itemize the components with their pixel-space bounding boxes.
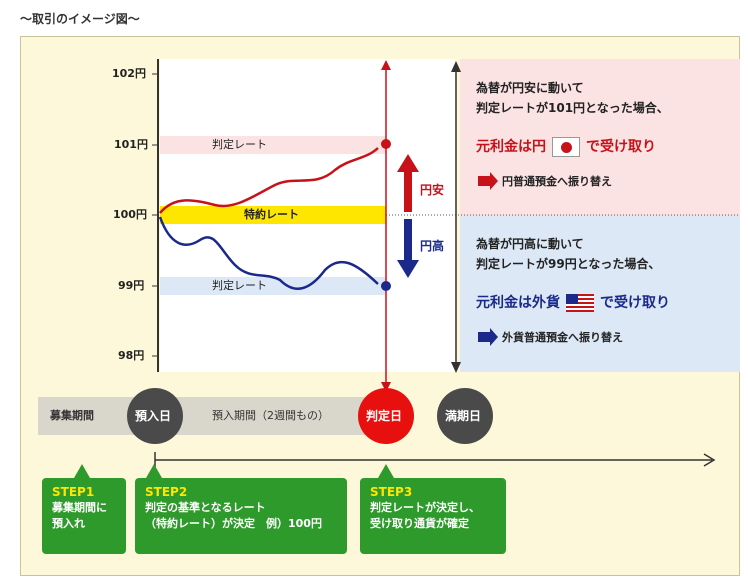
step1-box: STEP1 募集期間に 預入れ <box>42 478 126 554</box>
weak-yen-case-box <box>460 59 740 215</box>
strong-yen-headline-post: で受け取り <box>600 295 670 311</box>
weak-yen-headline-pre: 元利金は円 <box>476 139 546 155</box>
step1-line2: 預入れ <box>52 517 85 530</box>
strong-yen-note: 外貨普通預金へ振り替え <box>502 331 623 344</box>
us-flag-icon <box>566 294 594 312</box>
step2-line2: （特約レート）が決定 例）100円 <box>145 517 322 530</box>
deposit-period-bar <box>175 397 380 435</box>
lower-judge-band <box>160 277 386 295</box>
deposit-day-circle <box>127 388 183 444</box>
weak-yen-label: 円安 <box>420 183 445 197</box>
weak-yen-headline-post: で受け取り <box>586 139 656 155</box>
weak-yen-arrow <box>397 154 419 212</box>
step3-line2: 受け取り通貨が確定 <box>370 517 469 530</box>
note-arrow-blue-icon <box>478 328 498 346</box>
step3-label: STEP3 <box>370 485 413 499</box>
upper-judge-label: 判定レート <box>212 138 267 151</box>
judge-line-arrow-down <box>381 382 391 392</box>
y-tick-label: 100円 <box>113 208 147 221</box>
step2-label: STEP2 <box>145 485 188 499</box>
y-tick-label: 102円 <box>112 67 146 80</box>
strong-yen-headline-pre: 元利金は外貨 <box>476 295 560 311</box>
strong-yen-arrow <box>397 219 419 278</box>
weak-yen-headline: 元利金は円 で受け取り <box>476 136 656 158</box>
contract-rate-label: 特約レート <box>244 208 299 221</box>
step3-pointer <box>378 464 394 478</box>
strong-yen-line2: 判定レートが99円となった場合、 <box>476 257 661 271</box>
timeline-arrowhead <box>703 453 716 467</box>
judge-day-circle <box>358 388 414 444</box>
step2-box: STEP2 判定の基準となるレート （特約レート）が決定 例）100円 <box>135 478 347 554</box>
strong-yen-point <box>381 281 391 291</box>
japan-flag-icon <box>552 137 580 157</box>
contract-rate-band <box>160 206 386 224</box>
note-arrow-red-icon <box>478 172 498 190</box>
strong-yen-case-box <box>460 215 740 372</box>
weak-yen-point <box>381 139 391 149</box>
strong-yen-label: 円高 <box>420 239 445 253</box>
y-tick-label: 99円 <box>118 279 145 292</box>
maturity-day-circle <box>437 388 493 444</box>
judge-day-label: 判定日 <box>366 409 403 423</box>
range-arrow-up <box>451 61 461 72</box>
weak-yen-line1: 為替が円安に動いて <box>476 81 584 95</box>
weak-yen-line2: 判定レートが101円となった場合、 <box>476 101 669 115</box>
lower-judge-label: 判定レート <box>212 279 267 292</box>
step1-label: STEP1 <box>52 485 95 499</box>
strong-yen-rate-curve <box>158 216 379 290</box>
page-title: ～取引のイメージ図～ <box>20 12 140 26</box>
weak-yen-rate-curve <box>159 147 379 214</box>
deposit-day-label: 預入日 <box>135 409 172 423</box>
strong-yen-line1: 為替が円高に動いて <box>476 237 584 251</box>
maturity-day-label: 満期日 <box>445 409 482 423</box>
y-tick-label: 98円 <box>118 349 145 362</box>
upper-judge-band <box>160 136 386 154</box>
step2-line1: 判定の基準となるレート <box>145 501 266 514</box>
y-tick-label: 101円 <box>114 138 148 151</box>
step3-line1: 判定レートが決定し、 <box>370 501 480 514</box>
step1-line1: 募集期間に <box>52 501 107 514</box>
range-arrow-down <box>451 362 461 373</box>
judge-line-arrow-up <box>381 60 391 70</box>
step2-pointer <box>146 464 162 478</box>
weak-yen-note: 円普通預金へ振り替え <box>502 175 612 188</box>
recruit-period-bar <box>38 397 138 435</box>
step1-pointer <box>74 464 90 478</box>
strong-yen-headline: 元利金は外貨 で受け取り <box>476 292 670 314</box>
step3-box: STEP3 判定レートが決定し、 受け取り通貨が確定 <box>360 478 506 554</box>
deposit-period-label: 預入期間（2週間もの） <box>212 409 329 422</box>
recruit-period-label: 募集期間 <box>50 409 94 422</box>
